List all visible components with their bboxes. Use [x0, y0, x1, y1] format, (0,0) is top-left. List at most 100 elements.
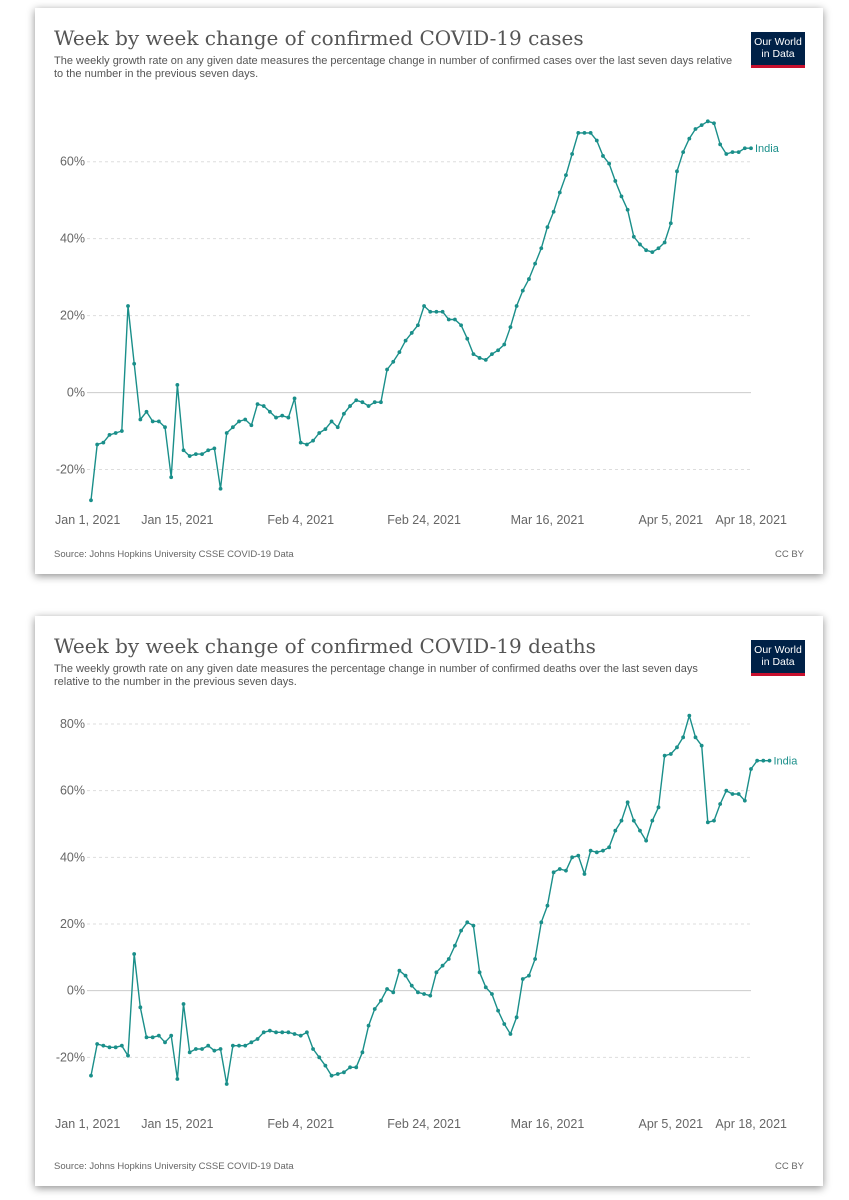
data-point[interactable]: [237, 419, 241, 424]
data-point[interactable]: [311, 438, 315, 443]
data-point[interactable]: [631, 818, 636, 823]
data-point[interactable]: [718, 802, 723, 806]
data-point[interactable]: [724, 152, 729, 156]
data-point[interactable]: [187, 454, 192, 458]
data-point[interactable]: [144, 409, 149, 414]
data-point[interactable]: [490, 352, 494, 356]
data-point[interactable]: [545, 903, 550, 908]
data-point[interactable]: [206, 1043, 211, 1048]
data-point[interactable]: [699, 743, 704, 748]
data-point[interactable]: [397, 350, 402, 355]
data-point[interactable]: [693, 735, 698, 740]
data-point[interactable]: [200, 452, 204, 457]
data-point[interactable]: [274, 415, 278, 420]
data-point[interactable]: [545, 225, 550, 230]
owid-logo[interactable]: Our World in Data: [751, 640, 805, 676]
deaths-chart-license[interactable]: CC BY: [774, 1161, 804, 1172]
data-point[interactable]: [625, 207, 630, 212]
data-point[interactable]: [459, 928, 463, 933]
data-point[interactable]: [181, 448, 186, 453]
data-point[interactable]: [385, 367, 389, 372]
data-point[interactable]: [304, 442, 309, 447]
cases-chart-license[interactable]: CC BY: [774, 549, 804, 560]
data-point[interactable]: [539, 920, 544, 925]
data-point[interactable]: [551, 209, 556, 214]
data-point[interactable]: [292, 396, 297, 401]
data-point[interactable]: [656, 805, 661, 810]
data-point[interactable]: [570, 855, 575, 860]
data-point[interactable]: [576, 853, 581, 858]
data-point[interactable]: [638, 242, 642, 247]
data-point[interactable]: [274, 1030, 278, 1035]
data-point[interactable]: [564, 173, 568, 178]
data-point[interactable]: [613, 179, 618, 183]
data-point[interactable]: [477, 356, 482, 360]
data-point[interactable]: [712, 818, 716, 823]
data-point[interactable]: [601, 154, 605, 158]
data-point[interactable]: [761, 758, 766, 763]
data-point[interactable]: [206, 448, 211, 453]
data-point[interactable]: [354, 398, 359, 403]
data-point[interactable]: [446, 957, 451, 961]
data-point[interactable]: [379, 400, 383, 405]
data-point[interactable]: [533, 261, 538, 266]
data-point[interactable]: [95, 1042, 100, 1046]
data-point[interactable]: [156, 419, 161, 424]
data-point[interactable]: [699, 123, 704, 128]
data-point[interactable]: [187, 1050, 192, 1055]
series-label[interactable]: India: [755, 143, 780, 155]
data-point[interactable]: [619, 818, 624, 823]
data-point[interactable]: [644, 838, 649, 843]
data-point[interactable]: [471, 352, 476, 356]
data-point[interactable]: [675, 745, 679, 750]
data-point[interactable]: [730, 792, 735, 796]
data-point[interactable]: [150, 1035, 155, 1040]
owid-logo[interactable]: Our World in Data: [751, 32, 805, 68]
data-point[interactable]: [570, 152, 575, 156]
data-point[interactable]: [372, 400, 377, 405]
data-point[interactable]: [169, 1033, 174, 1038]
data-point[interactable]: [687, 713, 692, 718]
data-point[interactable]: [638, 828, 642, 833]
data-point[interactable]: [483, 357, 488, 362]
data-point[interactable]: [335, 425, 340, 430]
data-point[interactable]: [742, 798, 747, 803]
data-point[interactable]: [514, 304, 519, 308]
data-point[interactable]: [323, 1063, 328, 1068]
data-point[interactable]: [348, 404, 352, 408]
data-point[interactable]: [459, 323, 463, 328]
data-point[interactable]: [465, 920, 470, 925]
deaths-chart-source[interactable]: Source: Johns Hopkins University CSSE CO…: [54, 1161, 294, 1172]
data-point[interactable]: [163, 1040, 167, 1045]
data-point[interactable]: [354, 1065, 359, 1070]
data-point[interactable]: [607, 845, 612, 850]
data-point[interactable]: [224, 431, 229, 435]
data-point[interactable]: [372, 1007, 377, 1011]
data-point[interactable]: [391, 990, 396, 995]
data-point[interactable]: [298, 440, 303, 445]
data-point[interactable]: [619, 194, 624, 199]
data-point[interactable]: [582, 872, 587, 876]
data-point[interactable]: [298, 1033, 303, 1038]
data-point[interactable]: [428, 309, 433, 314]
data-point[interactable]: [502, 1022, 507, 1026]
data-point[interactable]: [200, 1047, 204, 1051]
data-point[interactable]: [286, 1030, 291, 1035]
data-point[interactable]: [564, 868, 568, 873]
data-point[interactable]: [539, 246, 544, 251]
data-point[interactable]: [366, 1023, 371, 1028]
data-point[interactable]: [705, 119, 710, 124]
data-point[interactable]: [601, 848, 605, 853]
data-point[interactable]: [496, 348, 501, 353]
data-point[interactable]: [416, 323, 420, 328]
data-point[interactable]: [95, 442, 100, 447]
data-point[interactable]: [520, 977, 525, 981]
data-point[interactable]: [736, 150, 741, 154]
data-point[interactable]: [243, 417, 248, 422]
data-point[interactable]: [705, 820, 710, 825]
data-point[interactable]: [557, 867, 562, 871]
data-point[interactable]: [675, 169, 679, 174]
data-point[interactable]: [440, 309, 445, 314]
data-point[interactable]: [453, 943, 457, 948]
data-point[interactable]: [249, 423, 254, 428]
